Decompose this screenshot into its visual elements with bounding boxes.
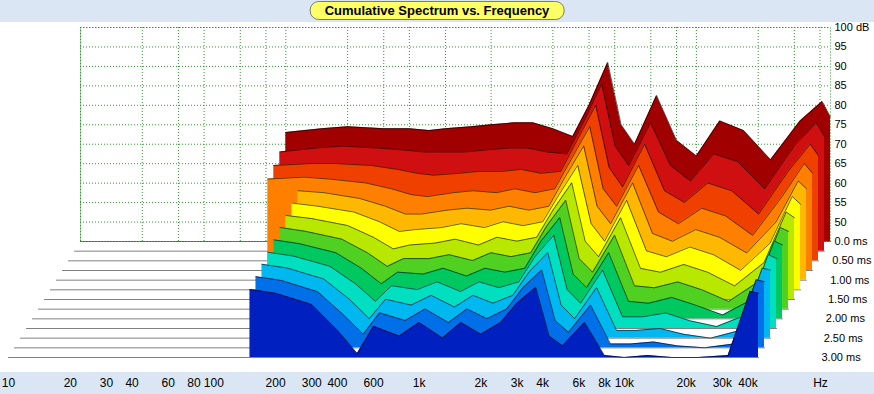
svg-text:1k: 1k [413,376,427,390]
svg-text:Hz: Hz [813,376,828,390]
svg-text:50: 50 [835,216,847,228]
svg-text:200: 200 [266,376,286,390]
svg-text:4k: 4k [536,376,550,390]
svg-text:90: 90 [835,60,847,72]
svg-text:300: 300 [302,376,322,390]
svg-text:30: 30 [100,376,114,390]
svg-text:2.00 ms: 2.00 ms [826,312,866,324]
svg-text:65: 65 [835,157,847,169]
svg-text:20: 20 [64,376,78,390]
svg-text:8k: 8k [598,376,612,390]
svg-text:400: 400 [327,376,347,390]
svg-text:2.50 ms: 2.50 ms [824,332,864,344]
svg-text:55: 55 [835,196,847,208]
svg-text:60: 60 [162,376,176,390]
svg-text:20k: 20k [677,376,697,390]
svg-text:80: 80 [187,376,201,390]
svg-text:95: 95 [835,40,847,52]
svg-text:40k: 40k [738,376,758,390]
svg-text:85: 85 [835,79,847,91]
svg-text:30k: 30k [713,376,733,390]
svg-text:3k: 3k [511,376,525,390]
svg-text:40: 40 [125,376,139,390]
svg-text:80: 80 [835,99,847,111]
svg-text:1.00 ms: 1.00 ms [830,274,870,286]
svg-text:75: 75 [835,118,847,130]
svg-text:1.50 ms: 1.50 ms [828,293,868,305]
svg-text:60: 60 [835,177,847,189]
svg-text:0.0 ms: 0.0 ms [835,235,869,247]
svg-text:70: 70 [835,138,847,150]
html-text:Cumulative Spectrum vs. Freque: Cumulative Spectrum vs. Frequency [324,3,550,18]
svg-text:600: 600 [364,376,384,390]
svg-text:6k: 6k [573,376,587,390]
svg-text:100 dB: 100 dB [835,21,870,33]
svg-text:0.50 ms: 0.50 ms [832,254,872,266]
svg-text:100: 100 [204,376,224,390]
svg-text:3.00 ms: 3.00 ms [822,351,862,363]
svg-text:2k: 2k [475,376,489,390]
svg-text:10k: 10k [615,376,635,390]
svg-text:10: 10 [2,376,16,390]
